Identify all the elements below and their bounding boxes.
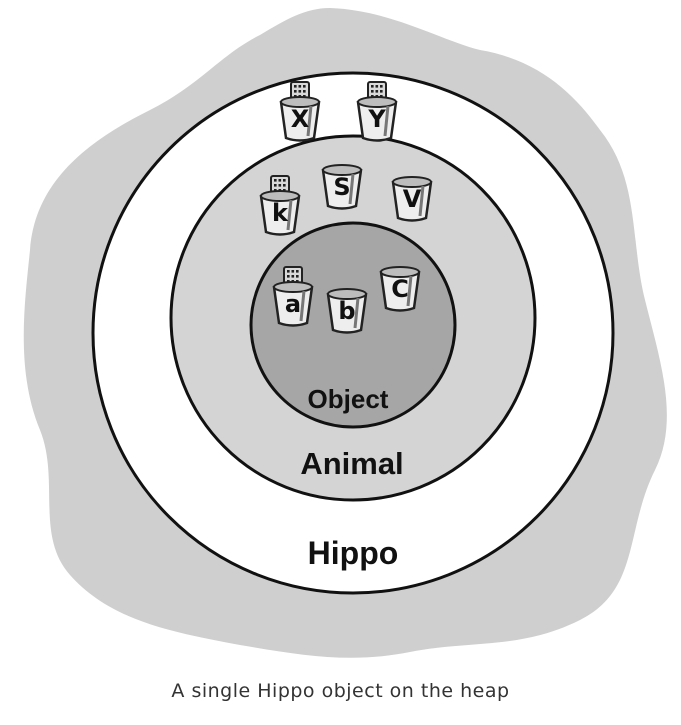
remote-button [371, 85, 374, 88]
remote-button [371, 90, 374, 93]
hippo-label: Hippo [308, 535, 399, 571]
remote-button [287, 270, 290, 273]
remote-button [303, 90, 306, 93]
cup-shading [286, 199, 293, 231]
instance-variable-cups: X Y k S V a b C [259, 81, 433, 334]
cup-rim [357, 96, 397, 108]
remote-button [278, 184, 282, 187]
cup-shading [383, 105, 390, 137]
cup-letter: b [338, 297, 355, 325]
cup-letter: a [285, 290, 301, 318]
remote-button [283, 179, 286, 182]
remote-button [294, 90, 297, 93]
remote-button [283, 184, 286, 187]
cup-a: a [272, 266, 314, 327]
cup-rim [392, 176, 432, 188]
cup-y: Y [356, 81, 398, 142]
remote-button [298, 90, 302, 93]
cup-rim [280, 96, 320, 108]
remote-button [380, 90, 383, 93]
cup-rim [273, 281, 313, 293]
remote-button [375, 90, 379, 93]
remote-button [296, 270, 299, 273]
object-label: Object [308, 384, 389, 414]
cup-rim [380, 266, 420, 278]
cup-s: S [321, 164, 363, 210]
remote-button [298, 85, 302, 88]
cup-shading [418, 185, 425, 217]
cup-x: X [279, 81, 321, 142]
cup-c: C [379, 266, 421, 312]
remote-button [274, 184, 277, 187]
cup-k: k [259, 175, 301, 236]
cup-letter: X [291, 105, 310, 133]
remote-button [296, 275, 299, 278]
cup-shading [306, 105, 313, 137]
remote-button [380, 85, 383, 88]
cup-rim [327, 288, 367, 300]
remote-button [287, 275, 290, 278]
cup-rim [260, 190, 300, 202]
cup-letter: V [403, 185, 422, 213]
cup-shading [353, 297, 360, 329]
remote-button [274, 179, 277, 182]
remote-button [291, 270, 295, 273]
cup-letter: C [391, 275, 409, 303]
cup-letter: S [333, 173, 350, 201]
cup-shading [406, 275, 413, 307]
remote-button [294, 85, 297, 88]
remote-button [291, 275, 295, 278]
animal-label: Animal [300, 446, 403, 481]
remote-button [303, 85, 306, 88]
cup-letter: Y [367, 105, 386, 133]
cup-letter: k [272, 199, 289, 227]
cup-v: V [391, 176, 433, 222]
cup-b: b [326, 288, 368, 334]
cup-shading [348, 173, 355, 205]
caption: A single Hippo object on the heap [171, 680, 510, 702]
cup-shading [299, 290, 306, 322]
cup-rim [322, 164, 362, 176]
remote-button [375, 85, 379, 88]
remote-button [278, 179, 282, 182]
